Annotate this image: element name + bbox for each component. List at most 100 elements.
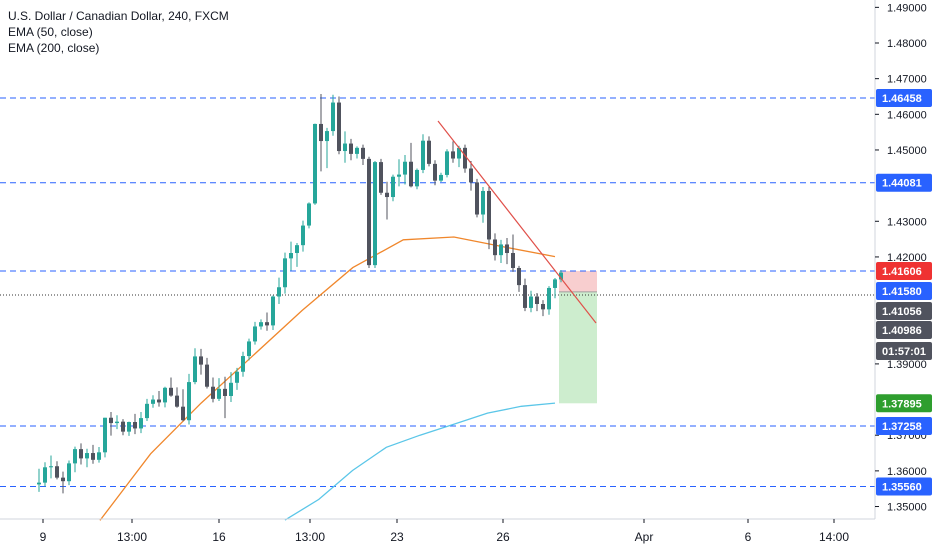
- candle-body: [445, 151, 449, 175]
- candle-body: [91, 453, 95, 460]
- candle-body: [43, 467, 47, 483]
- price-label-bg: [876, 321, 932, 339]
- price-label-bg: [876, 394, 932, 413]
- candle-body: [331, 102, 335, 132]
- price-tick-label-3: 1.46000: [887, 109, 927, 121]
- candle-body: [397, 174, 401, 177]
- candle-body: [277, 287, 281, 297]
- price-label-text: 1.46458: [882, 93, 922, 105]
- candle-body: [481, 190, 485, 215]
- price-label-last: 1.40986: [876, 321, 932, 339]
- time-tick-label-3: 13:00: [295, 530, 325, 544]
- candle-body: [415, 169, 419, 187]
- time-tick-label-2: 16: [212, 530, 226, 544]
- chart-title: U.S. Dollar / Canadian Dollar, 240, FXCM: [8, 9, 229, 23]
- candle-body: [253, 326, 257, 342]
- candle-body: [115, 421, 119, 424]
- price-label-countdown: 01:57:01: [876, 342, 932, 360]
- ema200-line: [284, 402, 556, 521]
- candle-body: [67, 463, 71, 482]
- candle-body: [55, 466, 59, 478]
- candle-body: [283, 258, 287, 288]
- price-label-text: 1.37895: [882, 398, 922, 410]
- candle-body: [211, 386, 215, 399]
- price-label-bg: [876, 88, 932, 107]
- price-label-entry: 1.41580: [876, 282, 932, 300]
- candle-body: [559, 272, 563, 280]
- price-label-bg: [876, 342, 932, 360]
- price-label-level: 1.44081: [876, 173, 932, 192]
- candle-body: [343, 143, 347, 152]
- price-label-level: 1.35560: [876, 477, 932, 496]
- price-label-level: 1.37258: [876, 417, 932, 436]
- candle-body: [301, 225, 305, 246]
- candle-body: [553, 279, 557, 288]
- candle-body: [157, 399, 161, 403]
- price-tick-label-9: 1.36000: [887, 466, 927, 478]
- candle-body: [349, 143, 353, 154]
- candle-body: [457, 147, 461, 159]
- candle-body: [475, 182, 479, 215]
- price-label-bg: [876, 417, 932, 436]
- price-label-text: 1.41580: [882, 286, 922, 298]
- candle-body: [379, 162, 383, 193]
- price-tick-label-6: 1.42000: [887, 252, 927, 264]
- candle-body: [325, 131, 329, 142]
- candle-body: [487, 190, 491, 240]
- candle-body: [163, 387, 167, 403]
- ema50-line: [99, 236, 556, 521]
- price-label-bg: [876, 302, 932, 320]
- candle-body: [205, 364, 209, 387]
- candle-body: [49, 466, 53, 468]
- candle-body: [439, 174, 443, 181]
- candle-body: [529, 296, 533, 308]
- candle-body: [187, 382, 191, 421]
- candle-body: [259, 322, 263, 327]
- candle-body: [223, 388, 227, 396]
- price-tick-label-2: 1.47000: [887, 74, 927, 86]
- price-label-text: 1.41056: [882, 306, 922, 318]
- candle-body: [175, 395, 179, 407]
- candle-body: [241, 356, 245, 372]
- price-label-target: 1.37895: [876, 394, 932, 413]
- candle-body: [37, 482, 41, 485]
- candle-body: [469, 168, 473, 183]
- candle-body: [229, 382, 233, 396]
- price-label-bg: [876, 262, 932, 280]
- candle-body: [535, 296, 539, 304]
- candle-body: [547, 287, 551, 310]
- price-tick-label-5: 1.43000: [887, 216, 927, 228]
- candle-body: [181, 406, 185, 421]
- candle-body: [499, 244, 503, 256]
- candle-body: [193, 356, 197, 383]
- candle-body: [307, 203, 311, 226]
- candle-body: [73, 449, 77, 464]
- price-tick-label-4: 1.45000: [887, 145, 927, 157]
- candle-body: [493, 239, 497, 256]
- candle-body: [313, 123, 317, 204]
- candle-body: [403, 161, 407, 175]
- price-label-text: 1.35560: [882, 482, 922, 494]
- price-tick-label-7: 1.39000: [887, 359, 927, 371]
- candle-body: [247, 341, 251, 357]
- candle-body: [367, 158, 371, 266]
- ema50-legend: EMA (50, close): [8, 25, 93, 39]
- time-tick-label-0: 9: [40, 530, 47, 544]
- candle-body: [265, 322, 269, 326]
- candle-body: [85, 453, 89, 459]
- candle-body: [109, 417, 113, 424]
- candle-body: [373, 162, 377, 266]
- price-label-bg: [876, 173, 932, 192]
- candle-body: [61, 477, 65, 482]
- trendline: [437, 120, 597, 324]
- price-label-level: 1.46458: [876, 88, 932, 107]
- candle-body: [133, 422, 137, 429]
- ema200-legend: EMA (200, close): [8, 41, 100, 55]
- candle-body: [289, 253, 293, 259]
- time-tick-label-8: 14:00: [819, 530, 849, 544]
- candle-body: [337, 102, 341, 152]
- price-label-text: 01:57:01: [882, 346, 926, 358]
